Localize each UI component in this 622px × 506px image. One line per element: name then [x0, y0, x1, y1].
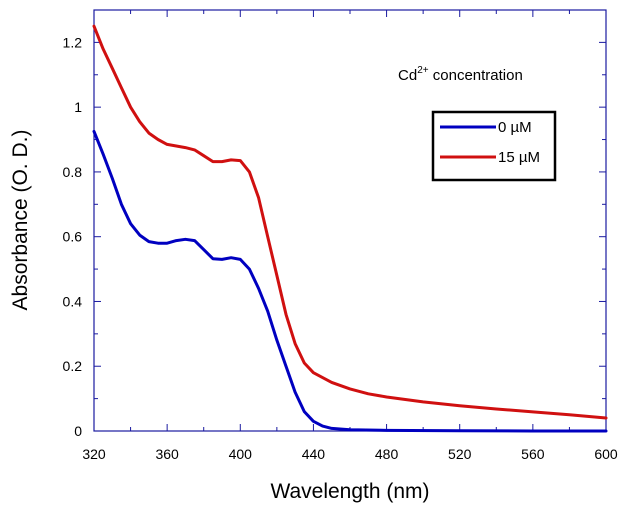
- x-tick-label: 520: [448, 446, 472, 462]
- legend-title-rest: concentration: [429, 67, 523, 84]
- legend-title: Cd2+ concentration: [398, 65, 523, 84]
- x-tick-label: 600: [594, 446, 618, 462]
- x-tick-label: 480: [375, 446, 399, 462]
- plot-frame: [93, 9, 607, 432]
- x-axis-title: Wavelength (nm): [270, 480, 429, 503]
- legend-label-0: 0 µM: [498, 119, 532, 136]
- axis-ticks: [93, 9, 607, 432]
- legend-box: [431, 110, 557, 182]
- y-tick-label: 1: [74, 99, 82, 115]
- series-lines: [92, 24, 608, 433]
- y-tick-label: 0: [74, 423, 82, 439]
- y-tick-label: 0.8: [63, 164, 83, 180]
- y-tick-label: 0.4: [63, 293, 83, 309]
- series-line-0: [92, 129, 608, 433]
- x-tick-label: 440: [302, 446, 326, 462]
- legend-label-1: 15 µM: [498, 149, 540, 166]
- y-axis-title: Absorbance (O. D.): [9, 130, 32, 311]
- x-tick-label: 560: [521, 446, 545, 462]
- x-tick-labels: 320 360 400 440 480 520 560 600: [82, 446, 618, 462]
- y-tick-label: 0.2: [63, 358, 83, 374]
- series-line-1: [92, 24, 608, 420]
- x-tick-label: 400: [229, 446, 253, 462]
- legend-title-base: Cd: [398, 67, 417, 84]
- y-tick-labels: 0 0.2 0.4 0.6 0.8 1 1.2: [63, 34, 83, 439]
- x-tick-label: 360: [155, 446, 179, 462]
- x-tick-label: 320: [82, 446, 106, 462]
- legend-title-sup: 2+: [417, 65, 429, 76]
- y-tick-label: 0.6: [63, 229, 83, 245]
- y-tick-label: 1.2: [63, 34, 83, 50]
- legend: 0 µM 15 µM: [431, 110, 557, 182]
